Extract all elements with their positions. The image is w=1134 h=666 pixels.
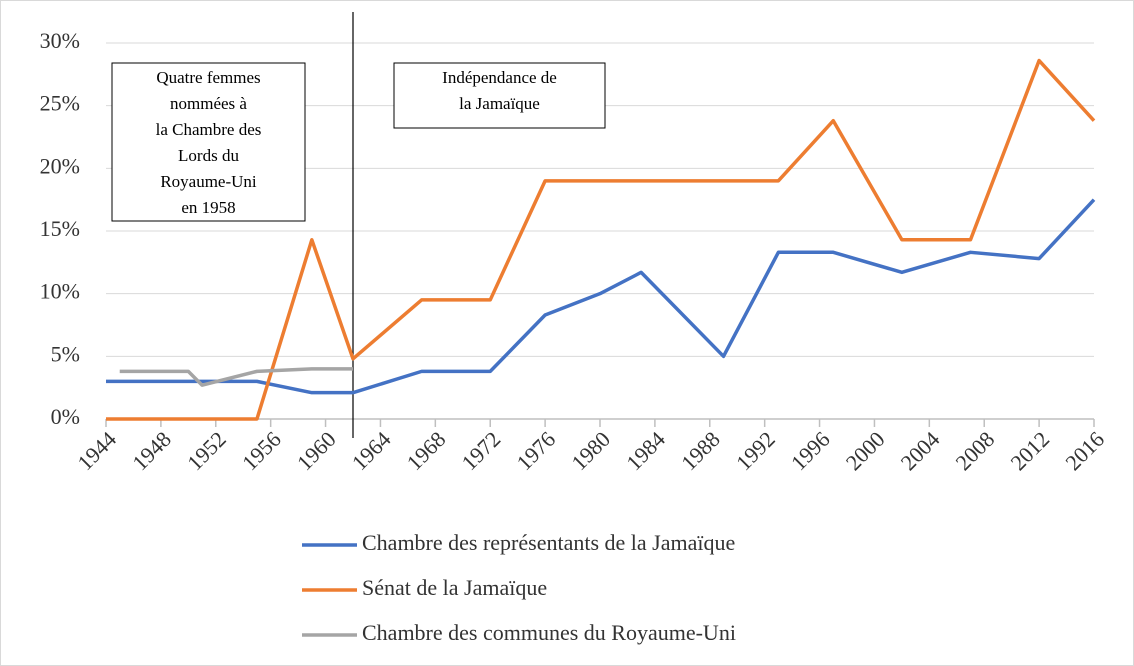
y-tick-label: 15%: [40, 216, 80, 241]
annotation-text: Lords du: [178, 146, 239, 165]
annotation-text: la Jamaïque: [459, 94, 540, 113]
annotation-text: Indépendance de: [442, 68, 557, 87]
y-tick-label: 20%: [40, 153, 80, 178]
series-line: [106, 58, 1096, 421]
annotation-box: [393, 62, 606, 129]
legend-label: Chambre des représentants de la Jamaïque: [362, 530, 735, 555]
y-tick-label: 0%: [51, 404, 80, 429]
annotation-text: Quatre femmes: [156, 68, 260, 87]
annotation-text: nommées à: [170, 94, 247, 113]
y-tick-label: 25%: [40, 91, 80, 116]
y-tick-label: 10%: [40, 279, 80, 304]
annotation-text: la Chambre des: [156, 120, 262, 139]
annotation-box: [111, 62, 306, 222]
series-line: [106, 198, 1096, 395]
legend-label: Sénat de la Jamaïque: [362, 575, 547, 600]
annotation-text: en 1958: [181, 198, 235, 217]
annotation-text: Royaume-Uni: [160, 172, 257, 191]
y-tick-label: 5%: [51, 341, 80, 366]
series-line: [119, 367, 353, 387]
legend-label: Chambre des communes du Royaume-Uni: [362, 620, 736, 645]
y-tick-label: 30%: [40, 28, 80, 53]
